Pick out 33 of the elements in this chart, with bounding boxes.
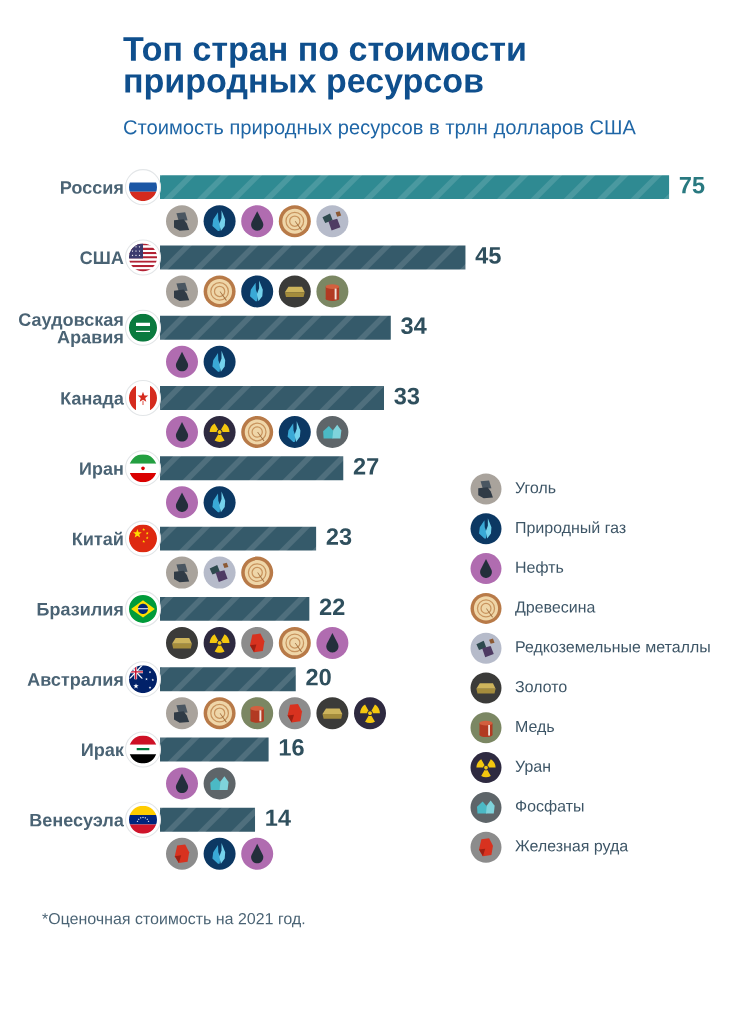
data-label: 22	[319, 598, 345, 615]
data-label: 34	[401, 317, 427, 335]
data-label: 75	[679, 177, 705, 194]
annotation: Древесина	[515, 601, 596, 616]
data-label: 16	[279, 739, 304, 756]
y-tick-label: Иран	[80, 462, 123, 479]
data-label: 20	[306, 668, 331, 686]
annotation: Редкоземельные металлы	[516, 641, 710, 656]
annotation: Медь	[516, 720, 554, 736]
data-label: 33	[394, 387, 420, 405]
y-tick-label: Саудовская Аравия	[18, 313, 123, 348]
y-tick-label: Канада	[61, 392, 124, 409]
data-label: 45	[475, 247, 501, 264]
y-tick-label: Китай	[73, 531, 123, 546]
annotation: Золото	[515, 680, 567, 693]
y-tick-label: Бразилия	[37, 603, 123, 620]
data-label: 14	[266, 809, 291, 826]
annotation: Нефть	[516, 561, 564, 577]
y-tick-label: Австралия	[27, 673, 123, 690]
y-tick-label: Ирак	[82, 743, 124, 760]
y-tick-label: Россия	[61, 181, 123, 194]
annotation: Уголь	[515, 482, 556, 494]
chart-title: Топ стран по стоимости природных ресурсов	[123, 37, 525, 100]
y-tick-label: Венесуэла	[30, 813, 125, 831]
y-tick-label: США	[80, 251, 124, 265]
data-label: 23	[326, 528, 352, 545]
annotation: Фосфаты	[515, 799, 584, 815]
annotation: Уран	[515, 760, 550, 776]
text: *Оценочная стоимость на 2021 год.	[42, 912, 305, 928]
annotation: Природный газ	[516, 521, 626, 537]
annotation: Железная руда	[515, 840, 629, 855]
data-label: 27	[353, 457, 379, 475]
chart-subtitle: Стоимость природных ресурсов в трлн долларов США	[124, 120, 636, 139]
